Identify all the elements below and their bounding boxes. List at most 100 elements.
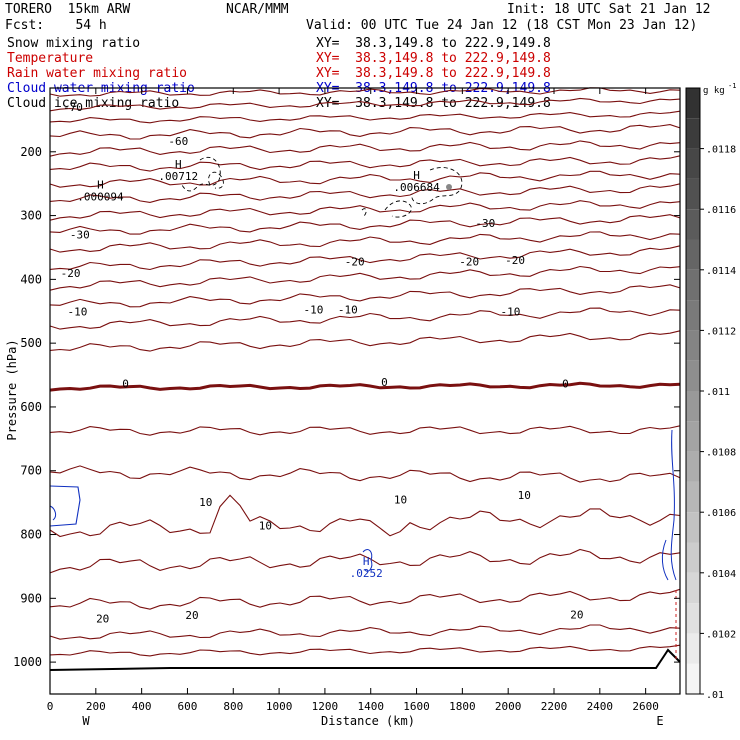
isotherm-line — [49, 494, 681, 538]
x-tick-label: 400 — [132, 700, 152, 713]
x-tick-label: 2600 — [632, 700, 659, 713]
isotherm-label: -30 — [70, 229, 90, 242]
x-tick-label: 1400 — [357, 700, 384, 713]
isotherm-label: 20 — [185, 609, 198, 622]
isotherm-line — [49, 97, 681, 112]
extremum-value: .000094 — [77, 190, 124, 203]
colorbar-segment — [686, 451, 700, 482]
y-tick-label: 400 — [20, 272, 42, 286]
isotherm-label: 0 — [122, 377, 129, 390]
terrain-line — [49, 648, 681, 671]
colorbar-segment — [686, 542, 700, 573]
isotherm-line — [49, 465, 681, 483]
colorbar-tick-label: .0116 — [706, 205, 736, 216]
extremum-value: .006684 — [393, 181, 440, 194]
isotherm-line — [49, 183, 681, 203]
colorbar-segment — [686, 663, 700, 694]
snow-contour — [208, 171, 224, 189]
cloud-water-contour — [661, 539, 669, 581]
init-time-label: Init: 18 UTC Sat 21 Jan 12 — [507, 2, 711, 17]
colorbar-segment — [686, 118, 700, 149]
colorbar-tick-label: .01 — [706, 690, 724, 701]
extremum-high-mark: H — [97, 178, 104, 191]
isotherm-label: -20 — [345, 256, 365, 269]
field-xy-snow: XY= 38.3,149.8 to 222.9,149.8 — [316, 36, 551, 51]
y-tick-label: 900 — [20, 591, 42, 605]
isotherm-label: -20 — [505, 254, 525, 267]
isotherm-label: -10 — [68, 305, 88, 318]
isotherm-line — [49, 425, 681, 436]
cloud-water-contour — [670, 429, 677, 581]
x-tick-label: 2000 — [495, 700, 522, 713]
colorbar-segment — [686, 269, 700, 301]
extremum-high-mark: H — [363, 555, 370, 568]
isotherm-line — [49, 548, 681, 574]
snow-contour — [384, 200, 412, 218]
x-end-label-west: W — [82, 714, 90, 728]
colorbar-segment — [686, 178, 700, 210]
isotherm-label: 10 — [199, 496, 212, 509]
colorbar-segment — [686, 360, 700, 391]
colorbar-segment — [686, 209, 700, 240]
snow-contour — [361, 208, 367, 217]
extremum-value: .00712 — [158, 170, 198, 183]
forecast-hour-label: Fcst: 54 h — [5, 18, 107, 33]
isotherm-label: 10 — [518, 489, 531, 502]
snow-max-marker — [446, 184, 452, 190]
field-xy-temperature: XY= 38.3,149.8 to 222.9,149.8 — [316, 51, 551, 66]
isotherm-label: -70 — [63, 101, 83, 114]
isotherm-line — [49, 87, 681, 97]
x-tick-label: 2400 — [587, 700, 614, 713]
isotherm-line — [49, 644, 681, 657]
isotherm-line — [49, 170, 681, 188]
colorbar-segment — [686, 512, 700, 543]
isotherm-line — [49, 284, 681, 308]
isotherm-label: -10 — [338, 303, 358, 316]
y-axis-title: Pressure (hPa) — [5, 339, 19, 440]
colorbar-segment — [686, 300, 700, 331]
colorbar-segment — [686, 391, 700, 422]
valid-time-label: Valid: 00 UTC Tue 24 Jan 12 (18 CST Mon … — [306, 18, 698, 33]
cloud-water-contour — [49, 485, 81, 527]
colorbar-tick-label: .0102 — [706, 629, 736, 640]
colorbar-unit: g kg — [703, 86, 725, 96]
isotherm-line — [49, 245, 681, 271]
model-label: TORERO 15km ARW — [5, 2, 131, 17]
isotherm-label: 20 — [570, 608, 583, 621]
colorbar-tick-label: .0114 — [706, 266, 736, 277]
x-tick-label: 600 — [178, 700, 198, 713]
snow-contour — [411, 167, 463, 205]
x-tick-label: 1800 — [449, 700, 476, 713]
isotherm-line — [49, 155, 681, 172]
colorbar-segment — [686, 603, 700, 634]
isotherm-label: -60 — [168, 135, 188, 148]
isotherm-label: 10 — [259, 520, 272, 533]
x-tick-label: 1000 — [266, 700, 293, 713]
field-name-temperature: Temperature — [7, 51, 94, 66]
colorbar-segment — [686, 572, 700, 604]
y-tick-label: 1000 — [13, 655, 42, 669]
isotherm-line — [49, 588, 681, 610]
colorbar-segment — [686, 421, 700, 452]
isotherm-line — [49, 200, 681, 221]
isotherm-label: -10 — [501, 305, 521, 318]
colorbar-segment — [686, 148, 700, 179]
isotherm-line — [49, 265, 681, 291]
snow-contour — [181, 157, 221, 192]
isotherm-line — [49, 231, 681, 253]
plot-frame — [49, 87, 681, 695]
colorbar-tick-label: .0104 — [706, 569, 736, 580]
colorbar-segment — [686, 88, 700, 119]
isotherm-label: -20 — [459, 256, 479, 269]
isotherm-line — [49, 307, 681, 330]
y-tick-label: 300 — [20, 209, 42, 223]
isotherm-label: 10 — [394, 493, 407, 506]
colorbar-tick-label: .011 — [706, 387, 730, 398]
isotherm-line — [49, 381, 681, 392]
isotherm-label: -30 — [475, 217, 495, 230]
colorbar-segment — [686, 330, 700, 361]
colorbar-tick-label: .0108 — [706, 448, 736, 459]
colorbar-tick-label: .0106 — [706, 508, 736, 519]
